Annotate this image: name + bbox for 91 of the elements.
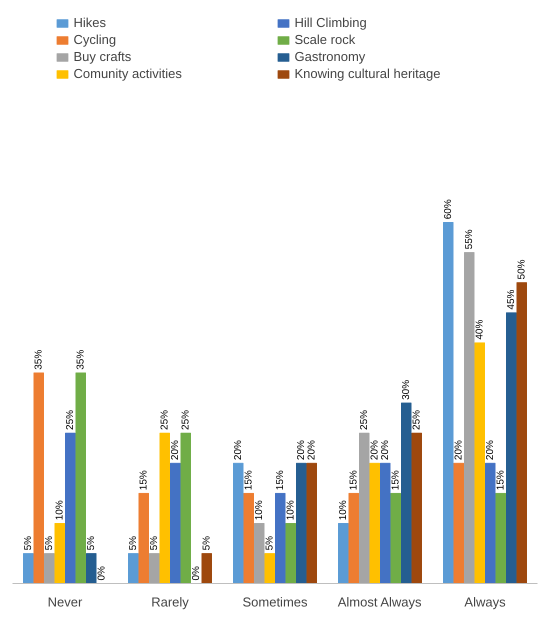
legend-label: Scale rock	[294, 32, 356, 47]
data-label: 40%	[474, 320, 486, 340]
legend-label: Hill Climbing	[294, 15, 368, 30]
bar	[338, 523, 348, 584]
bar	[390, 492, 401, 584]
legend-label: Buy crafts	[74, 49, 132, 64]
data-label: 15%	[495, 470, 506, 490]
bar	[370, 462, 380, 584]
bar	[202, 553, 212, 584]
bar	[454, 462, 464, 584]
bar	[275, 492, 286, 584]
bar	[380, 462, 390, 584]
data-label: 20%	[306, 440, 318, 460]
data-label: 25%	[358, 410, 370, 430]
data-label: 5%	[201, 536, 212, 550]
legend-label: Knowing cultural heritage	[294, 66, 442, 81]
bar	[401, 402, 412, 584]
data-label: 20%	[170, 440, 181, 460]
data-label: 25%	[159, 410, 170, 430]
bar	[443, 222, 454, 584]
x-tick-label: Never	[48, 594, 84, 610]
data-label: 20%	[369, 440, 380, 460]
bar	[464, 252, 474, 584]
bar	[76, 372, 86, 584]
bar	[160, 432, 170, 584]
bar	[44, 553, 54, 584]
bar	[149, 553, 160, 584]
data-label: 5%	[22, 536, 34, 550]
data-label: 15%	[138, 470, 150, 490]
bar	[286, 523, 296, 584]
x-tick-label: Rarely	[151, 594, 190, 610]
legend-label: Comunity activities	[74, 66, 183, 81]
data-label: 10%	[338, 500, 349, 520]
data-label: 10%	[254, 500, 265, 520]
bar	[138, 492, 149, 584]
bar	[506, 312, 516, 584]
data-label: 5%	[264, 536, 276, 550]
data-label: 35%	[75, 350, 86, 370]
data-label: 15%	[274, 470, 286, 490]
data-label: 20%	[453, 440, 464, 460]
data-label: 25%	[64, 410, 76, 430]
x-tick-label: Almost Always	[338, 594, 422, 610]
data-label: 50%	[516, 259, 528, 280]
bar	[180, 432, 191, 584]
bar	[264, 553, 275, 584]
legend-label: Cycling	[74, 32, 118, 47]
data-label: 0%	[96, 566, 108, 580]
data-label: 15%	[243, 470, 254, 490]
data-label: 60%	[442, 199, 454, 220]
bar	[516, 282, 527, 584]
x-tick-label: Always	[464, 594, 506, 610]
data-label: 45%	[506, 289, 517, 310]
data-label: 55%	[464, 229, 475, 250]
data-label: 35%	[33, 350, 44, 370]
data-label: 5%	[44, 536, 55, 550]
data-label: 15%	[390, 470, 402, 490]
bar	[23, 553, 34, 584]
data-label: 15%	[348, 470, 360, 490]
bar	[496, 492, 506, 584]
bar	[296, 462, 306, 584]
data-label: 25%	[411, 410, 422, 430]
bar	[485, 462, 496, 584]
bar	[34, 372, 44, 584]
data-label: 20%	[380, 440, 391, 460]
bar	[412, 432, 422, 584]
data-label: 20%	[232, 440, 244, 460]
bar	[254, 523, 264, 584]
x-tick-label: Sometimes	[242, 594, 308, 610]
data-label: 30%	[400, 380, 412, 400]
bar	[233, 462, 244, 584]
data-label: 5%	[86, 536, 97, 550]
legend-label: Gastronomy	[294, 49, 366, 64]
data-label: 5%	[148, 536, 160, 550]
data-label: 25%	[180, 410, 192, 430]
bar	[65, 432, 76, 584]
bar	[54, 523, 65, 584]
bar	[86, 553, 96, 584]
bar	[348, 492, 359, 584]
data-label: 20%	[296, 440, 307, 460]
bar	[244, 492, 254, 584]
bar	[359, 432, 370, 584]
data-label: 10%	[285, 500, 296, 520]
bar	[170, 462, 180, 584]
bar	[128, 553, 138, 584]
data-label: 0%	[190, 566, 202, 580]
bar	[474, 342, 485, 584]
data-label: 10%	[54, 500, 66, 520]
data-label: 5%	[128, 536, 139, 550]
legend-label: Hikes	[74, 15, 108, 30]
bar	[306, 462, 317, 584]
data-label: 20%	[484, 440, 496, 460]
